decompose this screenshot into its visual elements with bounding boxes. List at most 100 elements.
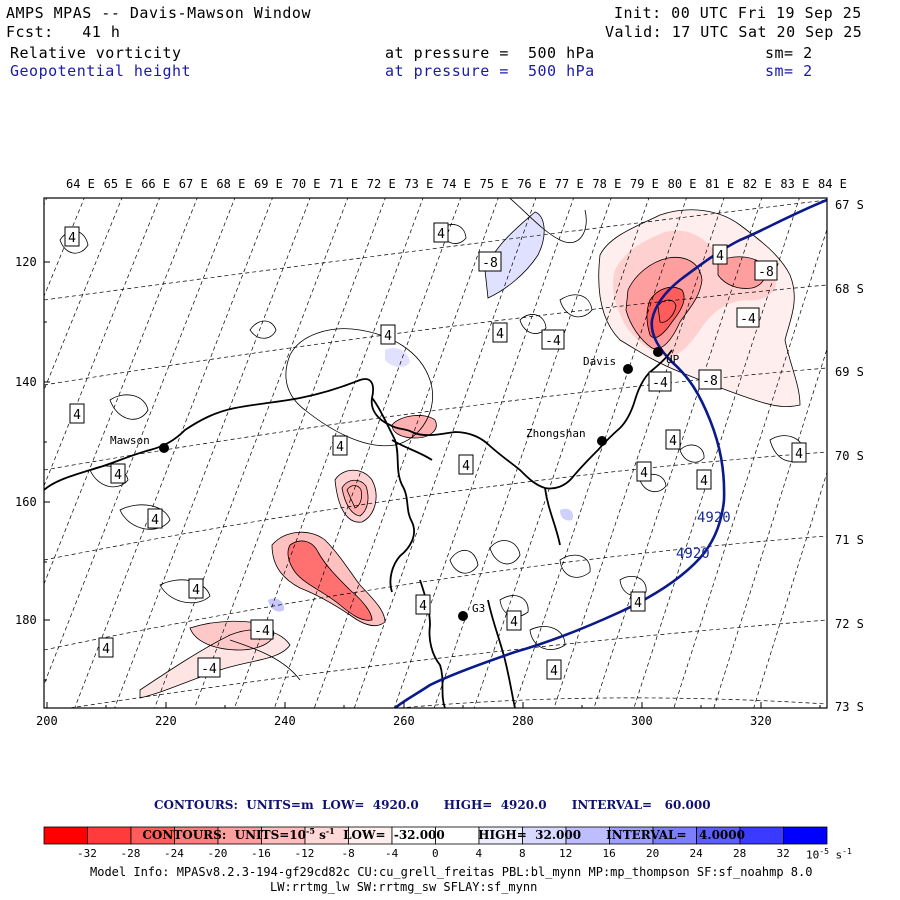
coastline (44, 349, 673, 708)
vorticity-label: 4 (147, 508, 163, 529)
vorticity-label: -8 (698, 369, 722, 390)
geopotential-height-contour (394, 198, 827, 708)
longitude-label: 72 E (366, 177, 396, 191)
vorticity-label: 4 (64, 226, 80, 247)
vorticity-label-text: 4 (192, 583, 200, 598)
field1-level: at pressure = 500 hPa (385, 44, 595, 62)
colorbar-swatch (783, 826, 828, 845)
y-tick-label: 180 (15, 613, 37, 627)
init-time: Init: 00 UTC Fri 19 Sep 25 (614, 4, 862, 22)
station-markers (159, 347, 663, 621)
vorticity-label-text: -4 (201, 662, 217, 677)
colorbar-tick-label: -24 (164, 847, 184, 860)
x-tick-label: 320 (750, 714, 772, 728)
station-label: Zhongshan (526, 427, 586, 440)
vorticity-label-text: 4 (114, 468, 122, 483)
longitude-label: 77 E (554, 177, 584, 191)
shade-blue-small2 (268, 598, 285, 612)
x-tick-label: 200 (36, 714, 58, 728)
vorticity-label-text: 4 (68, 231, 76, 246)
colorbar-tick-label: 28 (733, 847, 747, 860)
longitude-label: 82 E (742, 177, 772, 191)
height-label: 4920 (697, 510, 731, 526)
colorbar-tick-label: -16 (251, 847, 271, 860)
vorticity-label: 4 (332, 435, 348, 456)
colorbar (43, 826, 828, 845)
station-label: G3 (472, 602, 485, 615)
vorticity-label: 4 (110, 463, 126, 484)
x-tick-label: 260 (393, 714, 415, 728)
field1-name: Relative vorticity (10, 44, 182, 62)
plot-title: AMPS MPAS -- Davis-Mawson Window (6, 4, 311, 22)
longitude-label: 78 E (592, 177, 622, 191)
x-tick-marks (46, 702, 821, 708)
vorticity-label: -4 (736, 307, 760, 328)
latitude-label: 71 S (835, 533, 864, 547)
vorticity-label-text: -8 (482, 256, 498, 271)
vorticity-label-text: 4 (73, 408, 81, 423)
colorbar-tick-label: -4 (385, 847, 399, 860)
vorticity-label-text: -8 (758, 265, 774, 280)
field2-name: Geopotential height (10, 62, 192, 80)
vorticity-label: 4 (546, 659, 562, 680)
latitude-label: 72 S (835, 617, 864, 631)
vorticity-label: 4 (458, 454, 474, 475)
vorticity-label-text: 4 (550, 664, 558, 679)
vorticity-label-text: -4 (652, 376, 668, 391)
station-g3-marker (458, 611, 468, 621)
vorticity-label-text: -4 (545, 334, 561, 349)
colorbar-tick-label: 32 (776, 847, 790, 860)
vort-info-a: CONTOURS: UNITS=10 (142, 828, 306, 842)
vorticity-label: 4 (506, 610, 522, 631)
vorticity-label-text: 4 (462, 459, 470, 474)
field2-level: at pressure = 500 hPa (385, 62, 595, 80)
longitude-label: 68 E (216, 177, 246, 191)
y-tick-marks (44, 261, 50, 681)
longitude-label: 64 E (66, 177, 95, 191)
vorticity-label: 4 (98, 637, 114, 658)
height-contours-info: CONTOURS: UNITS=m LOW= 4920.0 HIGH= 4920… (154, 798, 711, 812)
shade-blue-north (485, 212, 545, 298)
x-tick-label: 240 (274, 714, 296, 728)
shade-blue-small3 (560, 508, 574, 521)
vorticity-contours-info: CONTOURS: UNITS=10-5 s-1 LOW= -32.000 HI… (134, 812, 745, 842)
shade-davis-east (718, 256, 766, 289)
colorbar-tick-label: -20 (207, 847, 228, 860)
x-tick-label: 220 (155, 714, 177, 728)
shade-davis-core (647, 287, 685, 338)
longitude-label: 81 E (705, 177, 735, 191)
vorticity-label: 4 (636, 461, 652, 482)
vorticity-label: 4 (712, 244, 728, 265)
model-info-physics: LW:rrtmg_lw SW:rrtmg_sw SFLAY:sf_mynn (270, 880, 538, 894)
colorbar-swatch (739, 826, 784, 845)
vorticity-contours (59, 198, 806, 699)
vorticity-label: 4 (415, 594, 431, 615)
vorticity-label-text: 4 (700, 474, 708, 489)
units-exp2: -1 (842, 847, 852, 856)
longitude-label: 75 E (479, 177, 509, 191)
colorbar-tick-label: 8 (519, 847, 526, 860)
map-frame (43, 197, 828, 709)
vorticity-label-text: 4 (496, 327, 504, 342)
colorbar-tick-label: -12 (294, 847, 315, 860)
latitude-label: 67 S (835, 198, 864, 212)
longitude-label: 73 E (404, 177, 434, 191)
longitude-label: 66 E (141, 177, 171, 191)
vorticity-label-text: 4 (669, 434, 677, 449)
valid-time: Valid: 17 UTC Sat 20 Sep 25 (605, 23, 863, 41)
vorticity-label-text: 4 (634, 596, 642, 611)
height-contour-labels: 4920 4920 (676, 510, 731, 562)
longitude-label: 79 E (630, 177, 659, 191)
vorticity-label: -4 (197, 657, 221, 678)
vorticity-label-text: 4 (151, 513, 159, 528)
colorbar-units: 10-5 s-1 (806, 847, 852, 862)
longitude-label: 71 E (329, 177, 359, 191)
longitude-label: 83 E (780, 177, 810, 191)
x-tick-label: 280 (512, 714, 534, 728)
vorticity-label-text: 4 (384, 329, 392, 344)
latitude-label: 68 S (835, 282, 864, 296)
vorticity-label: 4 (630, 591, 646, 612)
vort-info-c: LOW= -32.000 HIGH= 32.000 INTERVAL= 4.00… (334, 828, 745, 842)
vorticity-label: 4 (69, 403, 85, 424)
